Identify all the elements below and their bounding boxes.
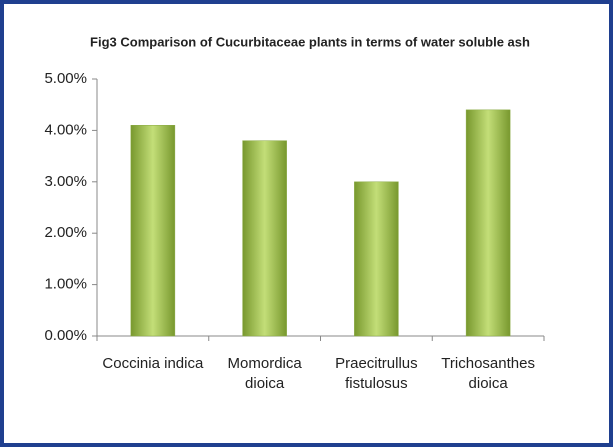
- bar: [242, 140, 287, 337]
- bar: [130, 125, 176, 337]
- y-tick-label: 2.00%: [44, 224, 87, 241]
- bar: [465, 109, 511, 337]
- y-tick-label: 1.00%: [44, 276, 87, 293]
- x-tick-label: Momordica dioica: [227, 355, 302, 392]
- y-tick-label: 0.00%: [44, 327, 87, 344]
- x-tick-label: Trichosanthes dioica: [441, 355, 535, 392]
- bar: [354, 181, 399, 337]
- x-tick-label: Praecitrullus fistulosus: [335, 355, 418, 392]
- y-tick-label: 3.00%: [44, 173, 87, 190]
- y-tick-label: 5.00%: [44, 70, 87, 87]
- x-tick-label: Coccinia indica: [102, 355, 204, 372]
- chart: Fig3 Comparison of Cucurbitaceae plants …: [44, 34, 545, 344]
- y-tick-label: 4.00%: [44, 121, 87, 138]
- chart-title: Fig3 Comparison of Cucurbitaceae plants …: [90, 34, 530, 49]
